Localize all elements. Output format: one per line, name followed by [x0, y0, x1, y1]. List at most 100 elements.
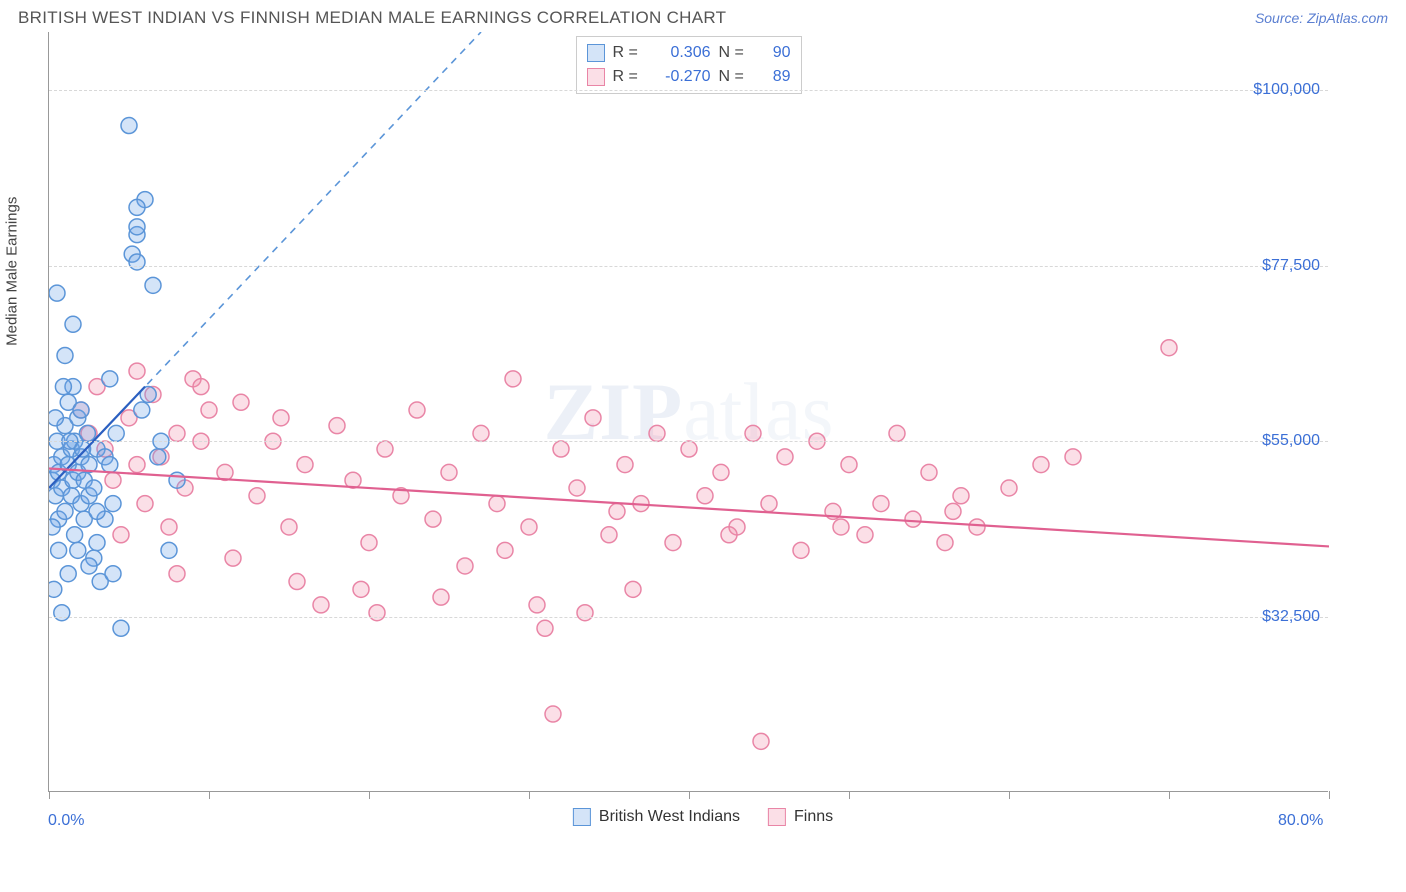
scatter-point [473, 425, 489, 441]
legend-row: R =-0.270N =89 [587, 65, 791, 89]
legend-swatch [587, 68, 605, 86]
chart-container: Median Male Earnings ZIPatlas R =0.306N … [18, 32, 1388, 792]
scatter-point [233, 394, 249, 410]
scatter-point [649, 425, 665, 441]
legend-n-label: N = [719, 41, 747, 65]
scatter-point [425, 511, 441, 527]
scatter-point [761, 496, 777, 512]
scatter-point [681, 441, 697, 457]
scatter-point [697, 488, 713, 504]
scatter-point [841, 457, 857, 473]
scatter-point [1033, 457, 1049, 473]
legend-swatch [573, 808, 591, 826]
scatter-point [329, 418, 345, 434]
x-tick [49, 791, 50, 799]
scatter-point [49, 581, 62, 597]
scatter-point [57, 347, 73, 363]
scatter-point [433, 589, 449, 605]
x-tick [529, 791, 530, 799]
scatter-point [569, 480, 585, 496]
scatter-point [625, 581, 641, 597]
scatter-point [134, 402, 150, 418]
scatter-point [108, 425, 124, 441]
scatter-point [67, 527, 83, 543]
scatter-point [281, 519, 297, 535]
scatter-point [361, 535, 377, 551]
scatter-point [553, 441, 569, 457]
scatter-point [79, 425, 95, 441]
scatter-point [369, 605, 385, 621]
scatter-point [137, 496, 153, 512]
scatter-point [81, 558, 97, 574]
scatter-point [1161, 340, 1177, 356]
scatter-point [57, 503, 73, 519]
scatter-point [75, 441, 91, 457]
y-tick-label: $55,000 [1262, 432, 1320, 450]
scatter-point [529, 597, 545, 613]
plot-svg [49, 32, 1329, 792]
scatter-point [60, 566, 76, 582]
scatter-point [441, 464, 457, 480]
scatter-point [150, 449, 166, 465]
scatter-point [225, 550, 241, 566]
scatter-point [70, 542, 86, 558]
chart-title: BRITISH WEST INDIAN VS FINNISH MEDIAN MA… [18, 8, 726, 28]
scatter-point [889, 425, 905, 441]
legend-row: R = 0.306 N = 90 [587, 41, 791, 65]
scatter-point [665, 535, 681, 551]
legend-r-value: 0.306 [649, 41, 711, 65]
scatter-point [49, 519, 60, 535]
legend-n-value: 90 [755, 41, 791, 65]
scatter-point [89, 503, 105, 519]
x-label-left: 0.0% [48, 812, 84, 830]
legend-item: Finns [768, 808, 833, 826]
x-tick [1169, 791, 1170, 799]
scatter-point [289, 574, 305, 590]
x-tick [689, 791, 690, 799]
scatter-point [113, 527, 129, 543]
scatter-point [169, 425, 185, 441]
legend-r-value: -0.270 [649, 65, 711, 89]
scatter-point [945, 503, 961, 519]
scatter-point [873, 496, 889, 512]
scatter-point [409, 402, 425, 418]
scatter-point [49, 410, 63, 426]
scatter-point [193, 379, 209, 395]
legend-swatch [768, 808, 786, 826]
scatter-point [353, 581, 369, 597]
legend-swatch [587, 44, 605, 62]
scatter-point [577, 605, 593, 621]
scatter-point [89, 535, 105, 551]
chart-header: BRITISH WEST INDIAN VS FINNISH MEDIAN MA… [0, 0, 1406, 32]
scatter-point [721, 527, 737, 543]
legend-label: British West Indians [599, 808, 740, 826]
correlation-legend: R = 0.306 N = 90R =-0.270N =89 [576, 36, 802, 94]
scatter-point [169, 566, 185, 582]
legend-n-value: 89 [755, 65, 791, 89]
scatter-point [86, 480, 102, 496]
scatter-point [129, 363, 145, 379]
scatter-point [905, 511, 921, 527]
scatter-point [617, 457, 633, 473]
x-tick [1329, 791, 1330, 799]
series-legend: British West Indians Finns [573, 808, 833, 826]
scatter-point [65, 316, 81, 332]
scatter-point [297, 457, 313, 473]
scatter-point [105, 496, 121, 512]
scatter-point [545, 706, 561, 722]
scatter-point [102, 457, 118, 473]
x-tick [209, 791, 210, 799]
scatter-point [105, 566, 121, 582]
scatter-point [129, 199, 145, 215]
y-tick-label: $32,500 [1262, 608, 1320, 626]
scatter-point [753, 733, 769, 749]
scatter-point [273, 410, 289, 426]
y-tick-label: $100,000 [1253, 81, 1320, 99]
scatter-point [161, 519, 177, 535]
scatter-point [969, 519, 985, 535]
legend-item: British West Indians [573, 808, 740, 826]
scatter-point [121, 118, 137, 134]
legend-r-label: R = [613, 41, 641, 65]
scatter-point [489, 496, 505, 512]
y-axis-label: Median Male Earnings [4, 197, 21, 346]
